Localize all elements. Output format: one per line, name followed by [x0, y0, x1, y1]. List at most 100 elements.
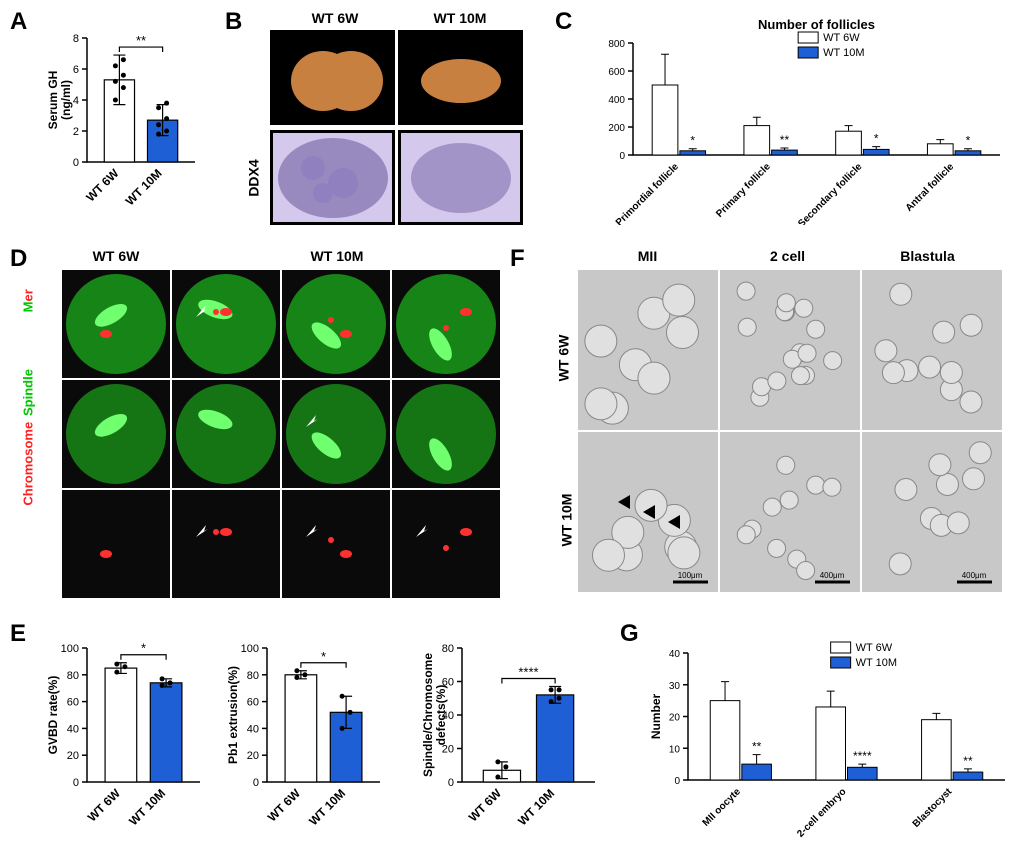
panelD-cell-1-3 — [392, 380, 500, 488]
svg-text:WT 6W: WT 6W — [823, 32, 860, 44]
svg-text:**: ** — [752, 740, 762, 754]
panel-a-chart: 02468Serum GH(ng/ml)WT 6WWT 10M** — [45, 20, 200, 220]
svg-text:WT 10M: WT 10M — [126, 786, 168, 828]
panel-c-chart: Number of follicles0200400600800WT 6WWT … — [595, 15, 1005, 225]
svg-text:8: 8 — [73, 33, 79, 45]
svg-text:6: 6 — [73, 64, 79, 76]
svg-text:Antral follicle: Antral follicle — [904, 161, 957, 214]
panel-d-label: D — [10, 245, 27, 273]
svg-text:0: 0 — [448, 777, 454, 789]
svg-text:WT 6W: WT 6W — [856, 642, 893, 654]
svg-text:WT 6W: WT 6W — [466, 786, 505, 825]
svg-text:WT 10M: WT 10M — [515, 786, 557, 828]
svg-text:100μm: 100μm — [678, 571, 703, 580]
panelF-cell-0-1 — [720, 270, 860, 430]
svg-text:WT 6W: WT 6W — [265, 786, 304, 825]
svg-text:40: 40 — [247, 723, 259, 735]
panel-g-chart: 010203040NumberWT 6WWT 10M**MII oocyte**… — [650, 625, 1010, 850]
svg-text:0: 0 — [73, 157, 79, 169]
svg-text:100: 100 — [61, 643, 79, 655]
panelF-cell-0-2 — [862, 270, 1002, 430]
svg-text:WT 10M: WT 10M — [123, 166, 165, 208]
svg-text:WT 6W: WT 6W — [85, 786, 124, 825]
svg-text:**: ** — [780, 133, 790, 147]
svg-text:*: * — [141, 641, 146, 656]
panelB-top1 — [270, 30, 395, 125]
panelD-head2: WT 10M — [175, 248, 499, 264]
svg-text:80: 80 — [67, 670, 79, 682]
panelB-bottom1 — [270, 130, 395, 225]
panelB-head2: WT 10M — [400, 10, 520, 26]
svg-text:80: 80 — [442, 643, 454, 655]
panelF-cell-1-1: 400μm — [720, 432, 860, 592]
panelF-h1: MII — [580, 248, 715, 264]
panelD-cell-2-1 — [172, 490, 280, 598]
panelD-cell-2-2 — [282, 490, 390, 598]
svg-text:30: 30 — [669, 681, 681, 692]
panelD-head1: WT 6W — [62, 248, 170, 264]
svg-text:60: 60 — [67, 697, 79, 709]
svg-text:40: 40 — [67, 723, 79, 735]
svg-text:20: 20 — [67, 750, 79, 762]
svg-text:400μm: 400μm — [820, 571, 845, 580]
panelF-rowlabel-0: WT 6W — [555, 335, 571, 382]
svg-text:80: 80 — [247, 670, 259, 682]
panelD-cell-0-1 — [172, 270, 280, 378]
svg-text:60: 60 — [247, 697, 259, 709]
svg-text:Secondary follicle: Secondary follicle — [796, 161, 865, 225]
svg-text:20: 20 — [669, 713, 681, 724]
panelD-cell-1-2 — [282, 380, 390, 488]
svg-text:Spindle/Chromosomedefects(%): Spindle/Chromosomedefects(%) — [421, 653, 448, 777]
panel-e-label: E — [10, 620, 26, 648]
svg-text:400μm: 400μm — [962, 571, 987, 580]
svg-text:WT 6W: WT 6W — [83, 166, 122, 205]
svg-text:0: 0 — [619, 151, 625, 162]
svg-text:*: * — [690, 134, 695, 148]
panel-g-label: G — [620, 620, 639, 648]
svg-text:*: * — [321, 649, 326, 664]
panelD-cell-2-3 — [392, 490, 500, 598]
svg-text:*: * — [874, 132, 879, 146]
svg-text:GVBD rate(%): GVBD rate(%) — [46, 676, 60, 755]
panelB-head1: WT 6W — [275, 10, 395, 26]
svg-text:10: 10 — [669, 744, 681, 755]
panel-e-chart3: 020406080Spindle/Chromosomedefects(%)WT … — [420, 630, 600, 840]
svg-text:200: 200 — [608, 123, 625, 134]
svg-text:**: ** — [136, 33, 146, 48]
panelD-rowlabel-1: Spindle — [21, 369, 36, 416]
svg-text:WT 10M: WT 10M — [856, 657, 897, 669]
panelD-rowlabel-2: Chromosome — [21, 422, 36, 506]
panel-c-label: C — [555, 8, 572, 36]
svg-text:Serum GH(ng/ml): Serum GH(ng/ml) — [46, 71, 73, 130]
svg-text:Number of follicles: Number of follicles — [758, 17, 875, 32]
panel-b-label: B — [225, 8, 242, 36]
svg-text:0: 0 — [253, 777, 259, 789]
panelD-rowlabel-0: Merge — [21, 274, 36, 312]
svg-text:Number: Number — [650, 694, 663, 740]
svg-text:*: * — [966, 134, 971, 148]
svg-text:2: 2 — [73, 126, 79, 138]
svg-text:0: 0 — [73, 777, 79, 789]
panelD-cell-1-1 — [172, 380, 280, 488]
panelF-cell-0-0 — [578, 270, 718, 430]
svg-text:Primary follicle: Primary follicle — [714, 161, 773, 220]
panelF-rowlabel-1: WT 10M — [558, 494, 574, 547]
svg-text:40: 40 — [669, 649, 681, 660]
panelF-h3: Blastula — [860, 248, 995, 264]
svg-text:****: **** — [853, 749, 872, 763]
svg-text:**: ** — [963, 754, 973, 768]
svg-text:Pb1 extrusion(%): Pb1 extrusion(%) — [226, 666, 240, 764]
panelD-cell-2-0 — [62, 490, 170, 598]
panel-e-chart1: 0 20 40 60 80 100 GVBD rate(%) WT 6WWT 10M * — [45, 630, 205, 840]
panelF-cell-1-0: 100μm — [578, 432, 718, 592]
svg-text:0: 0 — [674, 776, 680, 787]
panel-a-label: A — [10, 8, 27, 36]
svg-text:20: 20 — [247, 750, 259, 762]
panelD-cell-0-2 — [282, 270, 390, 378]
svg-text:2-cell embryo: 2-cell embryo — [795, 786, 848, 839]
svg-text:WT 10M: WT 10M — [823, 47, 864, 59]
svg-text:100: 100 — [241, 643, 259, 655]
svg-text:600: 600 — [608, 67, 625, 78]
svg-text:Blastocyst: Blastocyst — [911, 786, 955, 830]
panelD-cell-0-3 — [392, 270, 500, 378]
